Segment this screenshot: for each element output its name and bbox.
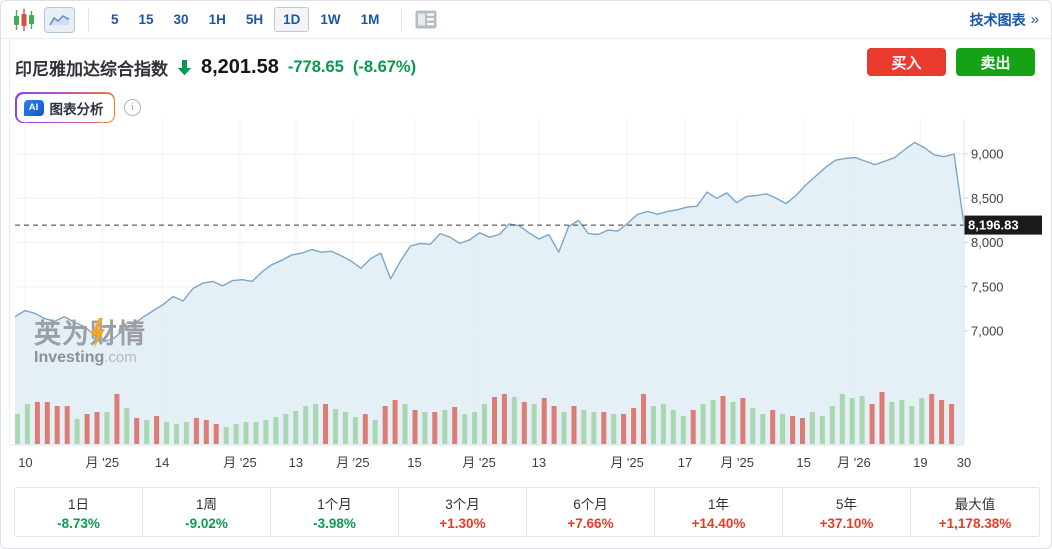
ai-badge-icon: AI	[23, 99, 44, 116]
svg-text:30: 30	[957, 455, 971, 470]
ai-analysis-label: 图表分析	[49, 101, 104, 117]
timeframe-30[interactable]: 30	[165, 7, 198, 32]
chart-left-border	[9, 38, 10, 443]
performance-cell-3个月: 3个月 +1.30%	[399, 488, 527, 536]
svg-text:17: 17	[678, 455, 692, 470]
timeframe-1h[interactable]: 1H	[200, 7, 235, 32]
performance-period-label: 5年	[835, 497, 857, 512]
price-chart[interactable]: 8,196.83 9,000 8,500 8,000 7,500 7,000 10 月 '25…	[1, 111, 1051, 483]
svg-text:月 '25: 月 '25	[462, 455, 496, 470]
candlestick-chart-icon[interactable]	[13, 8, 35, 32]
performance-period-label: 最大值	[954, 497, 996, 512]
svg-text:15: 15	[796, 455, 810, 470]
performance-period-label: 1周	[195, 497, 217, 512]
svg-text:8,000: 8,000	[971, 235, 1004, 250]
performance-value: +1.30%	[439, 516, 486, 531]
last-price: 8,201.58	[201, 55, 279, 78]
performance-cell-6个月: 6个月 +7.66%	[527, 488, 655, 536]
svg-text:10: 10	[18, 455, 32, 470]
technical-chart-label: 技术图表	[969, 11, 1026, 28]
svg-text:月 '25: 月 '25	[223, 455, 257, 470]
svg-text:14: 14	[155, 455, 169, 470]
svg-text:19: 19	[913, 455, 927, 470]
toolbar-divider	[401, 8, 403, 31]
info-icon[interactable]: i	[124, 99, 141, 116]
performance-value: -3.98%	[313, 516, 356, 531]
performance-period-label: 6个月	[573, 497, 608, 512]
svg-text:15: 15	[407, 455, 421, 470]
timeframe-selector: 5 15 30 1H 5H 1D 1W 1M	[102, 7, 388, 32]
price-down-arrow-icon	[177, 59, 192, 76]
performance-table: 1日 -8.73% 1周 -9.02% 1个月 -3.98% 3个月 +1.30% 6个月 +7.…	[14, 487, 1040, 537]
svg-text:月 '26: 月 '26	[837, 455, 871, 470]
chevron-right-icon: »	[1030, 11, 1039, 28]
svg-text:8,500: 8,500	[971, 191, 1004, 206]
svg-text:8,196.83: 8,196.83	[968, 218, 1019, 233]
svg-text:7,500: 7,500	[971, 279, 1004, 294]
timeframe-15[interactable]: 15	[130, 7, 163, 32]
performance-period-label: 1个月	[317, 497, 352, 512]
performance-period-label: 1年	[707, 497, 729, 512]
sell-button[interactable]: 卖出	[956, 48, 1035, 76]
performance-cell-1日: 1日 -8.73%	[15, 488, 143, 536]
timeframe-1m[interactable]: 1M	[352, 7, 389, 32]
performance-period-label: 3个月	[445, 497, 480, 512]
news-panel-icon[interactable]	[415, 10, 437, 29]
performance-value: +14.40%	[691, 516, 746, 531]
ai-chart-analysis-button[interactable]: AI 图表分析	[15, 92, 115, 123]
svg-text:9,000: 9,000	[971, 147, 1004, 162]
performance-cell-1周: 1周 -9.02%	[143, 488, 271, 536]
trade-buttons: 买入 卖出	[867, 48, 1035, 76]
price-change-percent: (-8.67%)	[352, 57, 417, 76]
ai-analysis-row: AI 图表分析 i	[1, 84, 1051, 123]
price-change: -778.65	[287, 57, 344, 76]
svg-text:月 '25: 月 '25	[720, 455, 754, 470]
performance-cell-1年: 1年 +14.40%	[655, 488, 783, 536]
chart-toolbar: 5 15 30 1H 5H 1D 1W 1M 技术图表 »	[1, 1, 1051, 39]
performance-period-label: 1日	[67, 497, 89, 512]
svg-text:月 '25: 月 '25	[610, 455, 644, 470]
performance-cell-5年: 5年 +37.10%	[783, 488, 911, 536]
instrument-title: 印尼雅加达综合指数	[15, 59, 168, 79]
svg-text:7,000: 7,000	[971, 324, 1004, 339]
performance-cell-最大值: 最大值 +1,178.38%	[911, 488, 1039, 536]
performance-cell-1个月: 1个月 -3.98%	[271, 488, 399, 536]
svg-text:13: 13	[532, 455, 546, 470]
buy-button[interactable]: 买入	[867, 48, 946, 76]
timeframe-1w[interactable]: 1W	[311, 7, 349, 32]
timeframe-5[interactable]: 5	[102, 7, 128, 32]
instrument-header: 印尼雅加达综合指数 8,201.58 -778.65 (-8.67%)	[1, 39, 1051, 84]
svg-text:13: 13	[289, 455, 303, 470]
svg-text:月 '25: 月 '25	[86, 455, 120, 470]
svg-text:月 '25: 月 '25	[336, 455, 370, 470]
timeframe-1d[interactable]: 1D	[274, 7, 310, 32]
timeframe-5h[interactable]: 5H	[237, 7, 272, 32]
performance-value: -9.02%	[185, 516, 228, 531]
performance-value: +37.10%	[819, 516, 874, 531]
performance-value: +7.66%	[567, 516, 614, 531]
performance-value: +1,178.38%	[938, 516, 1012, 531]
performance-value: -8.73%	[57, 516, 100, 531]
area-chart-icon[interactable]	[44, 6, 75, 33]
toolbar-divider	[88, 8, 89, 31]
technical-chart-link[interactable]: 技术图表 »	[970, 10, 1039, 30]
